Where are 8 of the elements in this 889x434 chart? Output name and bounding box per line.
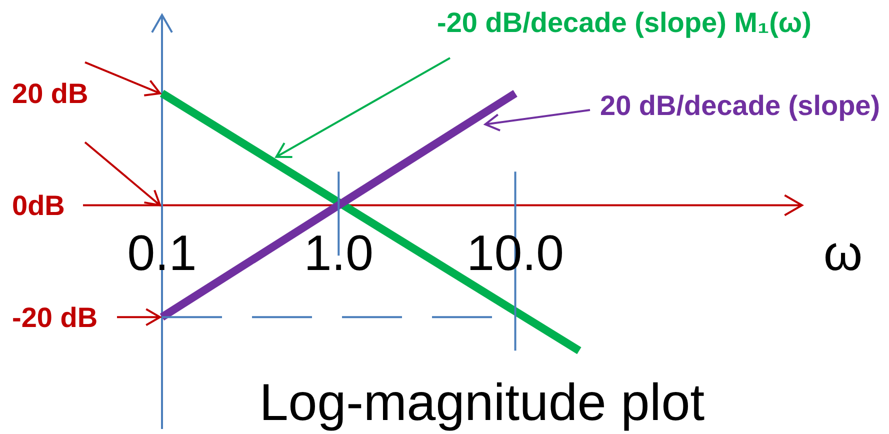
legend-label: 20 dB/decade (slope) (600, 90, 880, 121)
y-tick-label: 20 dB (12, 78, 88, 110)
x-axis-title: ω (823, 225, 863, 281)
text: -20 dB/decade (slope) M₁(ω) (437, 7, 812, 38)
y-tick-label: 0dB (12, 190, 65, 222)
text: Log-magnitude plot (259, 374, 706, 432)
x-tick-label: 1.0 (304, 225, 374, 281)
y-tick-label: -20 dB (12, 302, 98, 333)
